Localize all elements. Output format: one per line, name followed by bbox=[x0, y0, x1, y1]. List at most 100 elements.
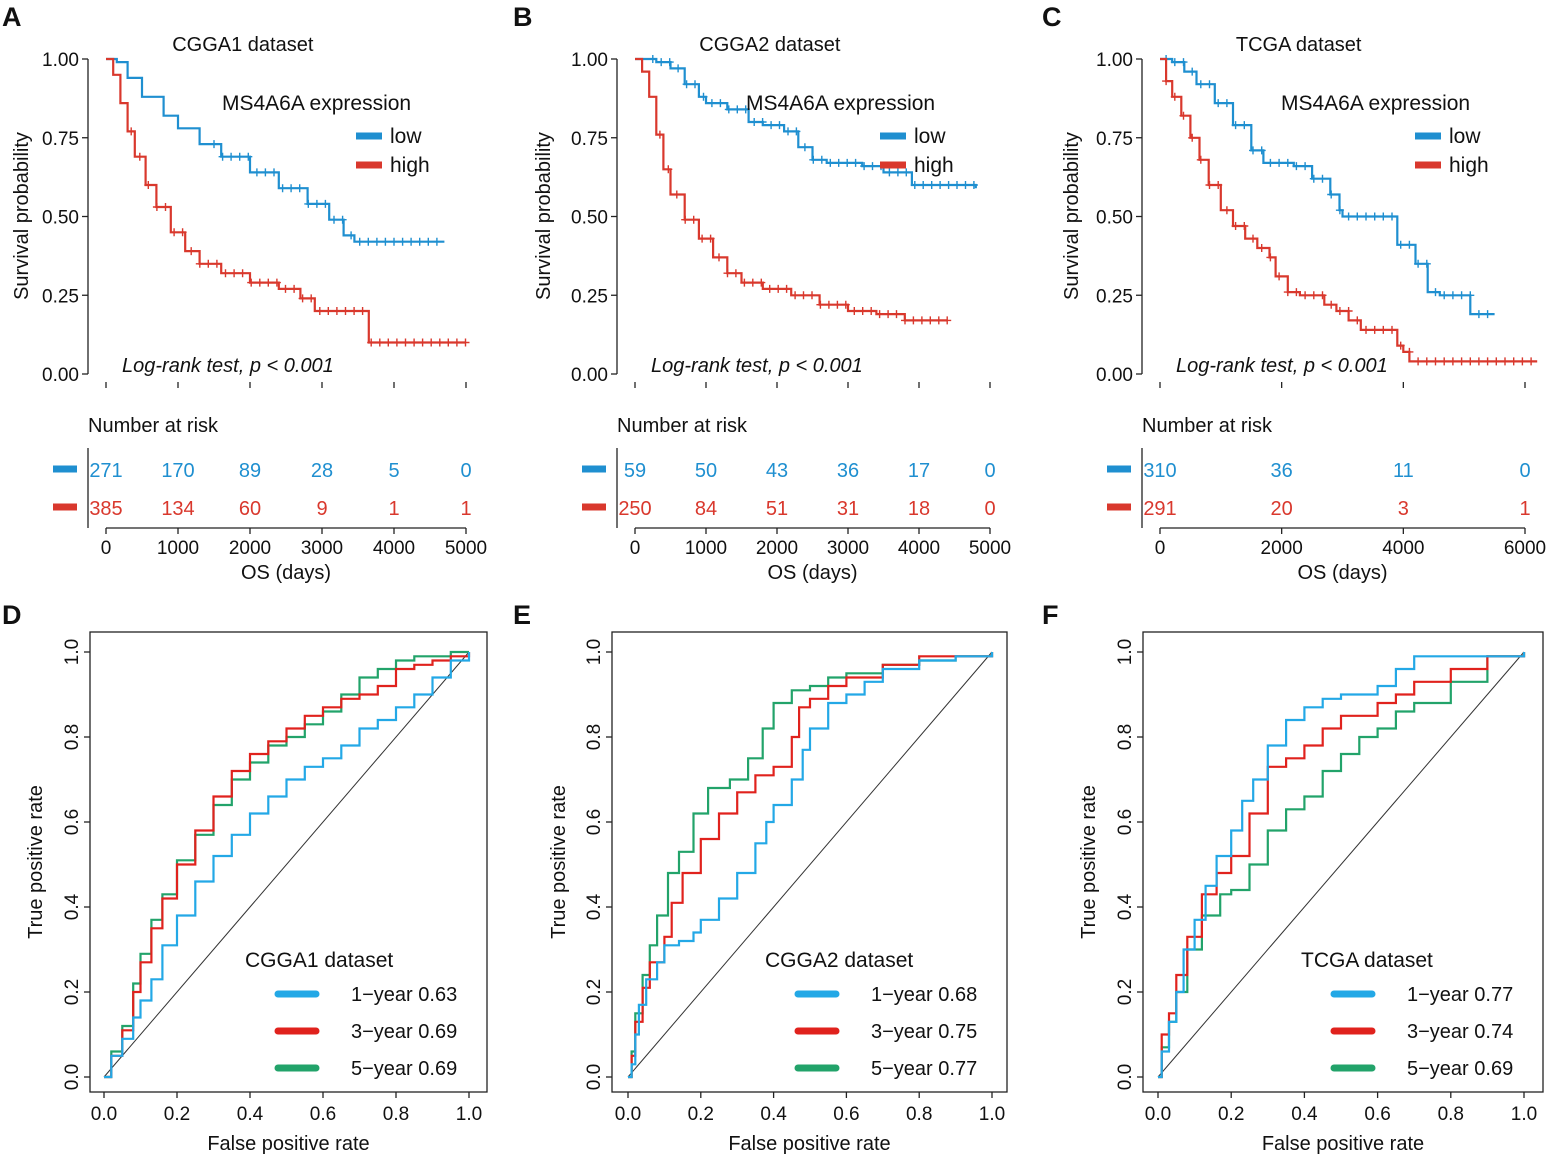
km-curve-high bbox=[106, 57, 470, 347]
y-tick-label: 0.75 bbox=[571, 129, 608, 150]
risk-count-high: 60 bbox=[239, 498, 261, 520]
risk-count-low: 11 bbox=[1393, 460, 1414, 482]
plot-frame bbox=[89, 631, 488, 1093]
x-tick-label: 1.0 bbox=[979, 1104, 1005, 1125]
x-tick-label: 0.8 bbox=[383, 1104, 409, 1125]
roc-legend: CGGA1 dataset 1−year 0.63 3−year 0.69 5−yea… bbox=[245, 949, 457, 1080]
km-panel-a: A CGGA1 dataset 0.00 0.25 0.50 0.75 1.00 Surviv… bbox=[2, 2, 487, 584]
y-axis-title: True positive rate bbox=[1078, 785, 1100, 939]
x-tick-label: 0 bbox=[1155, 538, 1166, 559]
censor-marks-low bbox=[210, 140, 441, 246]
y-tick-label: 0.0 bbox=[584, 1064, 605, 1090]
x-tick-label: 0.4 bbox=[237, 1104, 264, 1125]
y-tick-label: 0.4 bbox=[584, 893, 605, 920]
risk-count-high: 1 bbox=[1519, 498, 1530, 520]
x-axis-title: OS (days) bbox=[1297, 562, 1387, 584]
censor-marks-low bbox=[648, 55, 978, 189]
legend-label: 1−year 0.68 bbox=[871, 984, 977, 1006]
y-tick-label: 0.50 bbox=[42, 208, 79, 229]
risk-count-low: 36 bbox=[1271, 460, 1293, 482]
risk-count-low: 170 bbox=[161, 460, 194, 482]
x-tick-label: 5000 bbox=[445, 538, 487, 559]
x-axis-title: False positive rate bbox=[207, 1133, 369, 1155]
y-tick-label: 0.25 bbox=[1096, 286, 1133, 307]
risk-table-title: Number at risk bbox=[1142, 415, 1273, 437]
roc-legend: TCGA dataset 1−year 0.77 3−year 0.74 5−year… bbox=[1301, 949, 1513, 1080]
x-tick-label: 0.6 bbox=[1364, 1104, 1390, 1125]
x-tick-label: 0.8 bbox=[1438, 1104, 1464, 1125]
km-curve-low bbox=[1160, 55, 1495, 319]
y-axis-title: True positive rate bbox=[25, 785, 47, 939]
y-tick-label: 0.0 bbox=[1115, 1064, 1136, 1090]
km-legend: MS4A6A expression low high bbox=[222, 92, 430, 177]
km-line-low bbox=[106, 57, 445, 243]
x-tick-label: 0.4 bbox=[760, 1104, 787, 1125]
y-tick-label: 1.00 bbox=[571, 50, 608, 71]
x-tick-label: 1000 bbox=[157, 538, 199, 559]
legend-title: TCGA dataset bbox=[1301, 949, 1433, 972]
censor-marks-high bbox=[1162, 77, 1536, 366]
risk-count-high: 9 bbox=[316, 498, 327, 520]
roc-panel-e: E 0.0 0.2 0.4 0.6 0.8 1.0 0.0 0.2 0.4 0.6 0.8 1.0 Fal… bbox=[513, 600, 1008, 1155]
x-tick-label: 4000 bbox=[373, 538, 415, 559]
x-tick-label: 0.0 bbox=[1145, 1104, 1171, 1125]
x-tick-label: 1.0 bbox=[456, 1104, 482, 1125]
y-tick-label: 0.25 bbox=[42, 286, 79, 307]
logrank-label: Log-rank test, p < 0.001 bbox=[122, 355, 334, 377]
x-tick-label: 5000 bbox=[969, 538, 1011, 559]
y-tick-label: 0.50 bbox=[571, 208, 608, 229]
y-tick-label: 0.4 bbox=[62, 893, 83, 920]
legend-label: 5−year 0.69 bbox=[351, 1058, 457, 1080]
y-tick-label: 0.4 bbox=[1115, 893, 1136, 920]
legend-label-low: low bbox=[1449, 125, 1481, 148]
roc-panel-d: D 0.0 0.2 0.4 0.6 0.8 1.0 0.0 0.2 0.4 0.6 0.8 1.0 Fal… bbox=[2, 600, 488, 1155]
diagonal-reference bbox=[627, 651, 993, 1078]
km-curve-high bbox=[635, 57, 952, 325]
x-tick-label: 3000 bbox=[301, 538, 343, 559]
km-curve-low bbox=[106, 57, 445, 246]
panel-letter: B bbox=[513, 2, 533, 32]
y-tick-label: 1.00 bbox=[1096, 50, 1133, 71]
y-tick-label: 0.75 bbox=[42, 129, 79, 150]
diagonal-reference bbox=[1157, 651, 1525, 1078]
x-tick-label: 0.0 bbox=[91, 1104, 117, 1125]
risk-count-low: 17 bbox=[908, 460, 930, 482]
y-tick-label: 1.0 bbox=[1115, 639, 1136, 665]
x-axis-title: False positive rate bbox=[1262, 1133, 1424, 1155]
y-tick-label: 0.2 bbox=[62, 979, 83, 1005]
roc-curve-1yr bbox=[1158, 652, 1526, 1079]
risk-count-high: 134 bbox=[161, 498, 194, 520]
risk-count-high: 18 bbox=[908, 498, 930, 520]
y-tick-label: 0.25 bbox=[571, 286, 608, 307]
y-tick-label: 0.00 bbox=[1096, 365, 1133, 386]
risk-count-low: 5 bbox=[388, 460, 399, 482]
legend-title: MS4A6A expression bbox=[746, 92, 935, 115]
risk-count-high: 1 bbox=[388, 498, 399, 520]
roc-panel-f: F 0.0 0.2 0.4 0.6 0.8 1.0 0.0 0.2 0.4 0.6 0.8 1.0 Fal… bbox=[1042, 600, 1544, 1155]
x-tick-label: 4000 bbox=[898, 538, 940, 559]
risk-count-low: 28 bbox=[311, 460, 333, 482]
risk-count-high: 84 bbox=[695, 498, 717, 520]
x-tick-label: 0.6 bbox=[833, 1104, 859, 1125]
legend-label-low: low bbox=[914, 125, 946, 148]
risk-count-low: 59 bbox=[624, 460, 646, 482]
legend-title: CGGA1 dataset bbox=[245, 949, 393, 972]
x-tick-label: 0.2 bbox=[164, 1104, 190, 1125]
y-tick-label: 1.00 bbox=[42, 50, 79, 71]
y-axis-title: True positive rate bbox=[548, 785, 570, 939]
risk-count-low: 50 bbox=[695, 460, 717, 482]
km-curve-low bbox=[635, 55, 978, 189]
legend-label-high: high bbox=[914, 154, 954, 177]
risk-count-high: 0 bbox=[984, 498, 995, 520]
legend-label: 1−year 0.63 bbox=[351, 984, 457, 1006]
risk-table-title: Number at risk bbox=[617, 415, 748, 437]
x-tick-label: 3000 bbox=[827, 538, 869, 559]
x-tick-label: 2000 bbox=[756, 538, 798, 559]
y-tick-label: 0.6 bbox=[62, 809, 83, 835]
roc-curve-3yr bbox=[104, 652, 471, 1079]
plot-frame bbox=[611, 631, 1008, 1093]
x-tick-label: 0.2 bbox=[688, 1104, 714, 1125]
legend-label-low: low bbox=[390, 125, 422, 148]
risk-count-high: 385 bbox=[89, 498, 122, 520]
risk-count-low: 310 bbox=[1143, 460, 1176, 482]
